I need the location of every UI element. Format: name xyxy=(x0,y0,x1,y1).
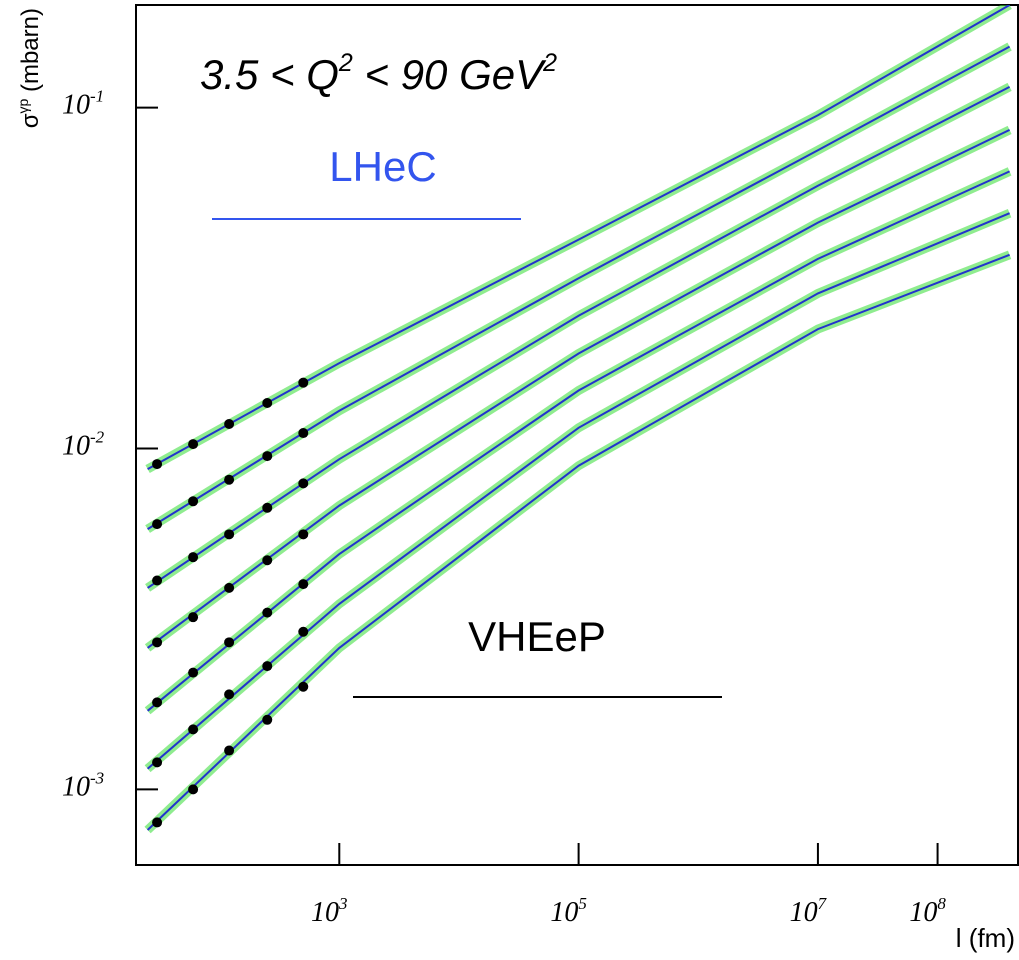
data-point xyxy=(298,428,309,439)
data-point xyxy=(224,474,235,485)
data-point xyxy=(224,418,235,429)
plot-frame xyxy=(135,4,1019,866)
y-axis-label: σγp (mbarn) xyxy=(15,8,45,128)
data-point xyxy=(152,575,163,586)
x-tick-label: 107 xyxy=(790,894,828,928)
data-point xyxy=(224,637,235,648)
data-point xyxy=(298,478,309,489)
y-tick-label: 10-1 xyxy=(62,87,104,121)
data-point xyxy=(262,607,273,618)
data-point xyxy=(188,612,199,623)
data-point xyxy=(224,529,235,540)
data-point xyxy=(298,529,309,540)
data-point xyxy=(224,582,235,593)
data-point xyxy=(262,661,273,672)
chart-title: 3.5 < Q2 < 90 GeV2 xyxy=(200,49,557,98)
data-point xyxy=(298,626,309,637)
data-point xyxy=(152,459,163,470)
fit-line xyxy=(146,212,1010,770)
band xyxy=(145,42,1012,533)
x-axis-label: l (fm) xyxy=(956,923,1015,953)
x-tick-label: 108 xyxy=(909,894,946,928)
fit-line xyxy=(146,170,1011,712)
y-tick-label: 10-3 xyxy=(62,769,104,803)
data-point xyxy=(188,724,199,735)
data-point xyxy=(262,502,273,513)
band xyxy=(144,250,1012,834)
data-point xyxy=(298,681,309,692)
x-tick-label: 103 xyxy=(311,894,348,928)
data-point xyxy=(224,689,235,700)
data-point xyxy=(298,579,309,590)
fit-line xyxy=(147,45,1011,530)
annotation-vheep: VHEeP xyxy=(468,613,606,660)
data-point xyxy=(188,552,199,563)
data-point xyxy=(224,745,235,756)
fit-line xyxy=(147,5,1011,470)
data-point xyxy=(152,519,163,530)
data-point xyxy=(152,637,163,648)
fit-line xyxy=(147,86,1011,589)
data-point xyxy=(188,496,199,507)
data-point xyxy=(262,397,273,408)
fit-line xyxy=(146,253,1010,831)
data-point xyxy=(188,439,199,450)
data-point xyxy=(152,757,163,768)
annotation-lhec: LHeC xyxy=(329,143,436,190)
band xyxy=(144,209,1012,773)
fit-line xyxy=(147,128,1011,649)
data-point xyxy=(152,697,163,708)
data-point xyxy=(262,714,273,725)
data-point xyxy=(188,784,199,795)
data-point xyxy=(298,377,309,388)
band xyxy=(145,82,1012,592)
data-point xyxy=(188,667,199,678)
plot-area xyxy=(144,5,1012,834)
data-point xyxy=(262,555,273,566)
data-point xyxy=(152,817,163,828)
y-tick-label: 10-2 xyxy=(62,428,105,462)
data-point xyxy=(262,451,273,462)
x-tick-label: 105 xyxy=(550,894,587,928)
